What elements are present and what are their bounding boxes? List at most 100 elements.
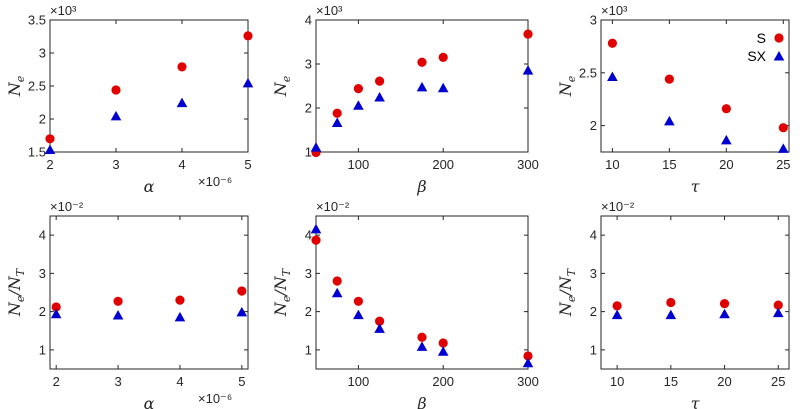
data-point-s xyxy=(111,85,121,95)
x-tick-label: 100 xyxy=(348,157,370,172)
data-point-sx xyxy=(719,308,730,319)
data-point-sx xyxy=(176,97,188,108)
data-point-sx xyxy=(236,306,248,317)
data-point-sx xyxy=(353,309,364,320)
data-point-s xyxy=(45,134,55,144)
x-tick-label: 15 xyxy=(662,157,676,172)
y-tick-label: 3 xyxy=(305,266,312,281)
data-point-s xyxy=(332,276,342,286)
x-tick-label: 10 xyxy=(605,157,619,172)
data-point-sx xyxy=(607,71,618,82)
data-point-s xyxy=(237,286,247,296)
y-tick-label: 4 xyxy=(590,228,597,243)
data-point-sx xyxy=(44,144,56,155)
data-point-s xyxy=(243,31,253,41)
data-point-sx xyxy=(50,308,62,319)
x-tick-label: 100 xyxy=(348,374,370,389)
y-tick-label: 2 xyxy=(305,304,312,319)
data-point-s xyxy=(375,76,385,86)
data-point-s xyxy=(417,57,427,67)
y-tick-label: 1 xyxy=(39,342,46,357)
y-multiplier: ×10⁻² xyxy=(316,199,350,214)
data-point-s xyxy=(375,316,385,326)
y-tick-label: 4 xyxy=(39,228,46,243)
data-point-s xyxy=(773,300,783,310)
data-point-s xyxy=(607,38,617,48)
data-point-sx xyxy=(611,309,623,320)
data-point-sx xyxy=(374,91,385,102)
data-point-sx xyxy=(242,77,254,88)
y-axis-label: Ne xyxy=(271,75,293,97)
x-axis-label: τ xyxy=(691,394,701,409)
data-point-s xyxy=(438,338,448,348)
y-tick-label: 3.5 xyxy=(28,13,46,28)
axes-box xyxy=(315,215,529,370)
legend-label-s: S xyxy=(757,30,766,46)
y-axis-label: Ne xyxy=(5,75,27,97)
x-tick-label: 300 xyxy=(517,157,539,172)
y-axis-label: Ne/NT xyxy=(556,267,578,317)
data-point-sx xyxy=(437,82,449,93)
x-tick-label: 4 xyxy=(178,157,185,172)
data-point-sx xyxy=(522,65,534,75)
y-tick-label: 3 xyxy=(39,266,46,281)
data-point-s xyxy=(664,74,674,84)
y-tick-label: 3 xyxy=(590,13,597,28)
y-tick-label: 2.5 xyxy=(28,79,46,94)
x-tick-label: 3 xyxy=(112,157,119,172)
x-axis-label: β xyxy=(416,394,426,409)
x-axis-label: τ xyxy=(691,177,701,196)
legend-label-sx: SX xyxy=(747,48,766,64)
data-point-s xyxy=(719,298,730,309)
data-point-s xyxy=(113,296,123,306)
x-multiplier: ×10⁻⁶ xyxy=(198,174,232,189)
panel-5: 1 2 3 4 100 200 300 ×10⁻² β Ne/NT xyxy=(271,199,539,409)
panel-3: 2 2.5 3 10 15 20 25 ×10³ τ Ne xyxy=(556,3,791,196)
data-point-sx xyxy=(331,287,343,298)
x-multiplier: ×10⁻⁶ xyxy=(198,391,232,406)
data-point-s xyxy=(523,29,533,39)
x-tick-label: 20 xyxy=(719,157,733,172)
axes-box xyxy=(49,215,249,370)
data-point-s xyxy=(666,297,676,308)
data-point-s xyxy=(353,296,363,306)
y-tick-label: 1 xyxy=(305,145,312,160)
data-point-sx xyxy=(110,110,122,121)
y-tick-label: 2 xyxy=(305,101,312,116)
y-tick-label: 3 xyxy=(39,46,46,61)
data-point-s xyxy=(51,302,61,312)
x-tick-label: 5 xyxy=(238,374,245,389)
data-point-s xyxy=(353,84,363,94)
x-tick-label: 4 xyxy=(176,374,183,389)
data-point-s xyxy=(177,62,187,72)
legend-marker-sx xyxy=(773,51,785,61)
y-tick-label: 4 xyxy=(305,13,312,28)
x-tick-label: 5 xyxy=(244,157,251,172)
y-axis-label: Ne xyxy=(556,75,578,97)
y-tick-label: 2 xyxy=(39,112,46,127)
x-tick-label: 2 xyxy=(53,374,60,389)
data-point-s xyxy=(721,104,731,114)
data-point-sx xyxy=(778,143,789,153)
legend-marker-s xyxy=(774,33,784,43)
data-point-sx xyxy=(374,323,385,333)
x-tick-label: 20 xyxy=(717,374,731,389)
data-point-s xyxy=(438,52,448,63)
y-multiplier: ×10⁻² xyxy=(601,199,635,214)
axes-box xyxy=(49,19,249,153)
data-point-sx xyxy=(522,357,534,368)
data-point-sx xyxy=(310,142,322,152)
x-tick-label: 25 xyxy=(771,374,785,389)
panel-4: 1 2 3 4 2 3 4 5 ×10⁻² ×10⁻⁶ α Ne/NT xyxy=(5,199,249,409)
x-tick-label: 2 xyxy=(46,157,53,172)
data-point-sx xyxy=(665,309,677,320)
y-tick-label: 3 xyxy=(590,266,597,281)
data-point-sx xyxy=(416,81,428,92)
y-axis-label: Ne/NT xyxy=(5,267,27,317)
y-multiplier: ×10³ xyxy=(601,3,628,18)
x-tick-label: 3 xyxy=(114,374,121,389)
data-point-s xyxy=(417,332,427,342)
x-tick-label: 25 xyxy=(776,157,790,172)
